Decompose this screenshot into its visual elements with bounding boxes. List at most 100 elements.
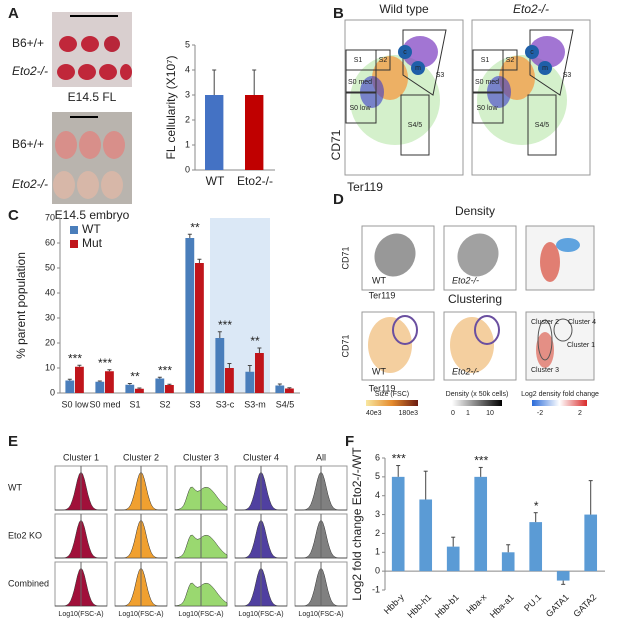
bar (135, 388, 144, 393)
panel-label: E (8, 433, 18, 450)
colorbar-title: Density (x 50k cells) (446, 391, 509, 398)
flow-plot (344, 19, 464, 176)
bar (75, 366, 84, 393)
plot-title: Wild type (379, 2, 429, 16)
y-tick-label: 2 (375, 528, 380, 538)
legend-label: WT (82, 222, 101, 236)
y-tick-label: 10 (45, 362, 55, 372)
y-tick-label: -1 (372, 584, 380, 594)
y-tick-label: 3 (185, 89, 190, 99)
y-tick-label: 50 (45, 262, 55, 272)
bar (285, 388, 294, 393)
significance: * (534, 499, 539, 513)
gate-label: S2 (379, 57, 388, 64)
colorbar-label: 40e3 (366, 410, 382, 417)
gate-label: m (415, 65, 421, 72)
bar (165, 385, 174, 393)
gate-label: S3 (563, 72, 572, 79)
y-tick-label: 5 (375, 471, 380, 481)
y-tick-label: 30 (45, 312, 55, 322)
gate-label: c (403, 49, 407, 56)
bar (584, 514, 598, 572)
gate-label: S2 (506, 57, 515, 64)
axis-label: Ter119 (347, 180, 383, 194)
colorbar-label: 2 (578, 410, 582, 417)
y-tick-label: 3 (375, 509, 380, 519)
y-tick-label: 4 (185, 64, 190, 74)
axis-label: Log10(FSC-A) (58, 611, 103, 618)
bar (501, 552, 515, 572)
bar (419, 499, 433, 572)
significance: ** (190, 220, 200, 234)
gate-label: S4/5 (408, 122, 423, 129)
plot-title: Density (455, 204, 495, 218)
panel-label: D (333, 191, 344, 208)
cluster-label: Cluster 4 (568, 319, 596, 326)
x-tick-label: WT (206, 174, 225, 188)
bar (556, 571, 570, 581)
y-tick-label: 2 (185, 114, 190, 124)
y-tick-label: 5 (185, 39, 190, 49)
bar (255, 353, 264, 393)
bar (65, 380, 75, 393)
row-label: Eto2 KO (8, 530, 42, 540)
x-tick-label: Hba-x (464, 592, 488, 616)
panel-label: A (8, 5, 19, 22)
row-label: Eto2-/- (12, 177, 48, 191)
y-tick-label: 70 (45, 212, 55, 222)
y-tick-label: 0 (375, 566, 380, 576)
flow-plot (471, 19, 591, 176)
plot-title: Eto2-/- (513, 2, 549, 16)
y-tick-label: 20 (45, 337, 55, 347)
sample-label: WT (372, 275, 386, 285)
caption: E14.5 FL (68, 90, 117, 104)
y-tick-label: 0 (50, 387, 55, 397)
gate-label: S4/5 (535, 122, 550, 129)
axis-label: Log10(FSC-A) (238, 611, 283, 618)
axis-label: Ter119 (369, 290, 396, 300)
y-axis-label: % parent population (14, 252, 28, 359)
colorbar-label: 10 (486, 410, 494, 417)
axis-label: CD71 (340, 334, 350, 357)
x-tick-label: S0 low (61, 399, 89, 409)
axis-label: Ter119 (369, 383, 396, 393)
column-title: All (316, 452, 326, 462)
gate-label: S1 (354, 57, 363, 64)
gate-label: S0 med (475, 79, 499, 86)
axis-label: Log10(FSC-A) (118, 611, 163, 618)
gate-label: S0 low (349, 105, 371, 112)
axis-label: Log10(FSC-A) (178, 611, 223, 618)
y-axis-label: FL cellularity (X10⁷) (164, 56, 178, 160)
row-label: Combined (8, 578, 49, 588)
significance: *** (474, 454, 488, 468)
colorbar-title: Size (FSC) (375, 391, 409, 398)
x-tick-label: Hbb-b1 (433, 592, 461, 620)
y-tick-label: 6 (375, 452, 380, 462)
row-label: WT (8, 482, 22, 492)
bar (474, 476, 488, 572)
significance: *** (98, 356, 112, 370)
plot-title: Clustering (448, 292, 502, 306)
legend-label: Mut (82, 236, 103, 250)
y-tick-label: 40 (45, 287, 55, 297)
y-tick-label: 0 (185, 164, 190, 174)
y-tick-label: 4 (375, 490, 380, 500)
cluster-label: Cluster 1 (567, 342, 595, 349)
colorbar-label: -2 (537, 410, 543, 417)
x-tick-label: Hba-a1 (488, 592, 516, 620)
row-label: Eto2-/- (12, 64, 48, 78)
bar (215, 338, 225, 393)
panel-label: F (345, 433, 354, 450)
y-tick-label: 1 (185, 139, 190, 149)
bar (245, 95, 264, 170)
x-tick-label: GATA2 (571, 592, 598, 619)
colorbar-label: 180e3 (399, 410, 419, 417)
gate-label: S1 (481, 57, 490, 64)
sample-label: Eto2-/- (452, 275, 479, 285)
x-tick-label: S3-m (244, 399, 266, 409)
gate-label: S0 med (348, 79, 372, 86)
axis-label: Log10(FSC-A) (298, 611, 343, 618)
axis-label: CD71 (340, 246, 350, 269)
row-label: B6+/+ (12, 36, 44, 50)
photo-embryo (52, 112, 132, 204)
